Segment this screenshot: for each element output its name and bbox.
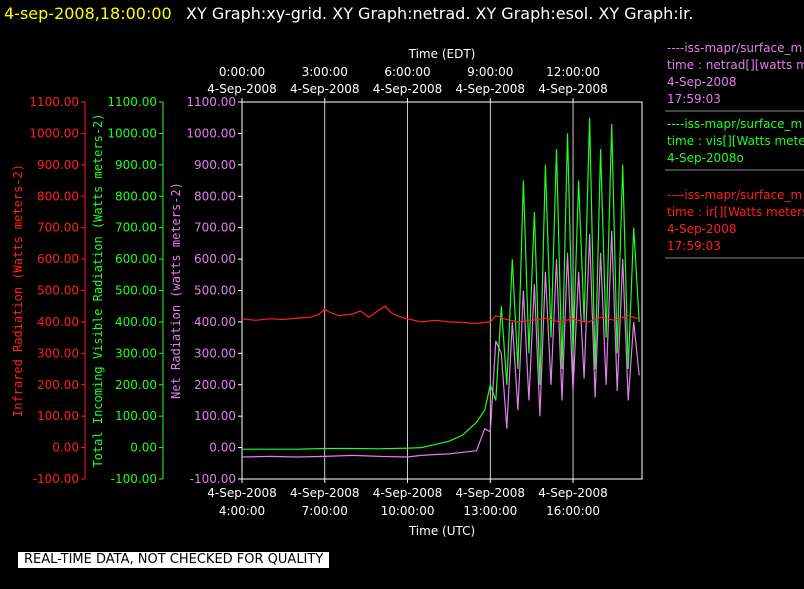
y-tick-label-visible: 1100.00 xyxy=(107,95,157,109)
y-tick-label-infrared: 1100.00 xyxy=(29,95,79,109)
y-tick-label-visible: 100.00 xyxy=(115,409,157,423)
y-tick-label-visible: 500.00 xyxy=(115,284,157,298)
x-top-tick-date: 4-Sep-2008 xyxy=(373,82,442,96)
x-bottom-tick-time: 7:00:00 xyxy=(302,504,348,518)
y-tick-label-infrared: 800.00 xyxy=(37,189,79,203)
x-axis-bottom-label: Time (UTC) xyxy=(408,524,475,538)
x-top-tick-date: 4-Sep-2008 xyxy=(207,82,276,96)
y-tick-label-visible: 400.00 xyxy=(115,315,157,329)
x-top-tick-time: 12:00:00 xyxy=(546,65,600,79)
y-tick-label-infrared: 600.00 xyxy=(37,252,79,266)
y-tick-label-net: 1000.00 xyxy=(186,126,236,140)
y-tick-label-infrared: 400.00 xyxy=(37,315,79,329)
x-bottom-tick-date: 4-Sep-2008 xyxy=(290,486,359,500)
x-bottom-tick-date: 4-Sep-2008 xyxy=(373,486,442,500)
x-top-tick-time: 0:00:00 xyxy=(219,65,265,79)
y-tick-label-visible: 200.00 xyxy=(115,378,157,392)
y-tick-label-visible: -100.00 xyxy=(111,472,157,486)
quality-notice: REAL-TIME DATA, NOT CHECKED FOR QUALITY xyxy=(18,552,330,568)
y-tick-label-visible: 1000.00 xyxy=(107,126,157,140)
series-line-net xyxy=(241,230,640,458)
x-top-tick-date: 4-Sep-2008 xyxy=(290,82,359,96)
y-tick-label-net: 0.00 xyxy=(209,441,236,455)
y-tick-label-infrared: 700.00 xyxy=(37,221,79,235)
y-tick-label-infrared: 900.00 xyxy=(37,158,79,172)
y-tick-label-net: 700.00 xyxy=(194,221,236,235)
legend-line: ----iss-mapr/surface_m xyxy=(667,117,802,131)
x-bottom-tick-date: 4-Sep-2008 xyxy=(207,486,276,500)
y-tick-label-infrared: 1000.00 xyxy=(29,126,79,140)
legend-line: ----iss-mapr/surface_m xyxy=(667,188,802,202)
y-tick-label-visible: 700.00 xyxy=(115,221,157,235)
y-tick-label-visible: 300.00 xyxy=(115,346,157,360)
x-top-tick-time: 9:00:00 xyxy=(467,65,513,79)
legend-line: time : netrad[][watts m xyxy=(667,58,804,72)
legend-line: 4-Sep-2008 xyxy=(667,222,736,236)
y-tick-label-net: 500.00 xyxy=(194,284,236,298)
y-tick-label-visible: 600.00 xyxy=(115,252,157,266)
y-tick-label-infrared: 100.00 xyxy=(37,409,79,423)
y-tick-label-net: 300.00 xyxy=(194,346,236,360)
header-datetime: 4-sep-2008,18:00:00 xyxy=(4,4,172,23)
y-tick-label-net: 800.00 xyxy=(194,189,236,203)
y-tick-label-visible: 900.00 xyxy=(115,158,157,172)
x-top-tick-time: 6:00:00 xyxy=(384,65,430,79)
x-bottom-tick-time: 13:00:00 xyxy=(463,504,517,518)
x-top-tick-date: 4-Sep-2008 xyxy=(538,82,607,96)
y-axis-label-infrared: Infrared Radiation (Watts meters-2) xyxy=(11,164,25,417)
series-line-infrared xyxy=(241,305,640,325)
plot-frame xyxy=(241,101,643,480)
plot-area: -100.00 0.00 100.00 200.00 300.00 400.00 500.0… xyxy=(11,47,643,538)
x-bottom-tick-date: 4-Sep-2008 xyxy=(538,486,607,500)
legend-line: 4-Sep-2008 xyxy=(667,75,736,89)
y-tick-label-visible: 800.00 xyxy=(115,189,157,203)
legend-line: time : vis[][Watts meter xyxy=(667,134,804,148)
x-top-tick-time: 3:00:00 xyxy=(302,65,348,79)
y-tick-label-infrared: -100.00 xyxy=(33,472,79,486)
y-tick-label-infrared: 500.00 xyxy=(37,284,79,298)
header-titles: XY Graph:xy-grid. XY Graph:netrad. XY Gr… xyxy=(186,4,693,23)
x-bottom-tick-date: 4-Sep-2008 xyxy=(456,486,525,500)
series-line-visible xyxy=(242,117,640,450)
y-tick-label-net: 200.00 xyxy=(194,378,236,392)
legend-line: time : ir[][Watts meters xyxy=(667,205,804,219)
x-top-tick-date: 4-Sep-2008 xyxy=(456,82,525,96)
y-tick-label-infrared: 300.00 xyxy=(37,346,79,360)
x-bottom-tick-time: 16:00:00 xyxy=(546,504,600,518)
y-axis-label-visible: Total Incoming Visible Radiation (Watts … xyxy=(91,113,105,467)
legend-line: 4-Sep-2008o xyxy=(667,151,744,165)
y-tick-label-visible: 0.00 xyxy=(130,441,157,455)
y-tick-label-net: -100.00 xyxy=(190,472,236,486)
y-tick-label-net: 400.00 xyxy=(194,315,236,329)
legend-line: 17:59:03 xyxy=(667,239,721,253)
legend-line: ----iss-mapr/surface_m xyxy=(667,41,802,55)
legend-line: 17:59:03 xyxy=(667,92,721,106)
y-tick-label-net: 1100.00 xyxy=(186,95,236,109)
x-bottom-tick-time: 4:00:00 xyxy=(219,504,265,518)
y-tick-label-infrared: 0.00 xyxy=(52,441,79,455)
y-tick-label-net: 600.00 xyxy=(194,252,236,266)
y-tick-label-net: 900.00 xyxy=(194,158,236,172)
y-axis-label-net: Net Radiation (watts meters-2) xyxy=(169,182,183,399)
x-axis-top-label: Time (EDT) xyxy=(408,47,476,61)
x-bottom-tick-time: 10:00:00 xyxy=(381,504,435,518)
y-tick-label-net: 100.00 xyxy=(194,409,236,423)
y-tick-label-infrared: 200.00 xyxy=(37,378,79,392)
